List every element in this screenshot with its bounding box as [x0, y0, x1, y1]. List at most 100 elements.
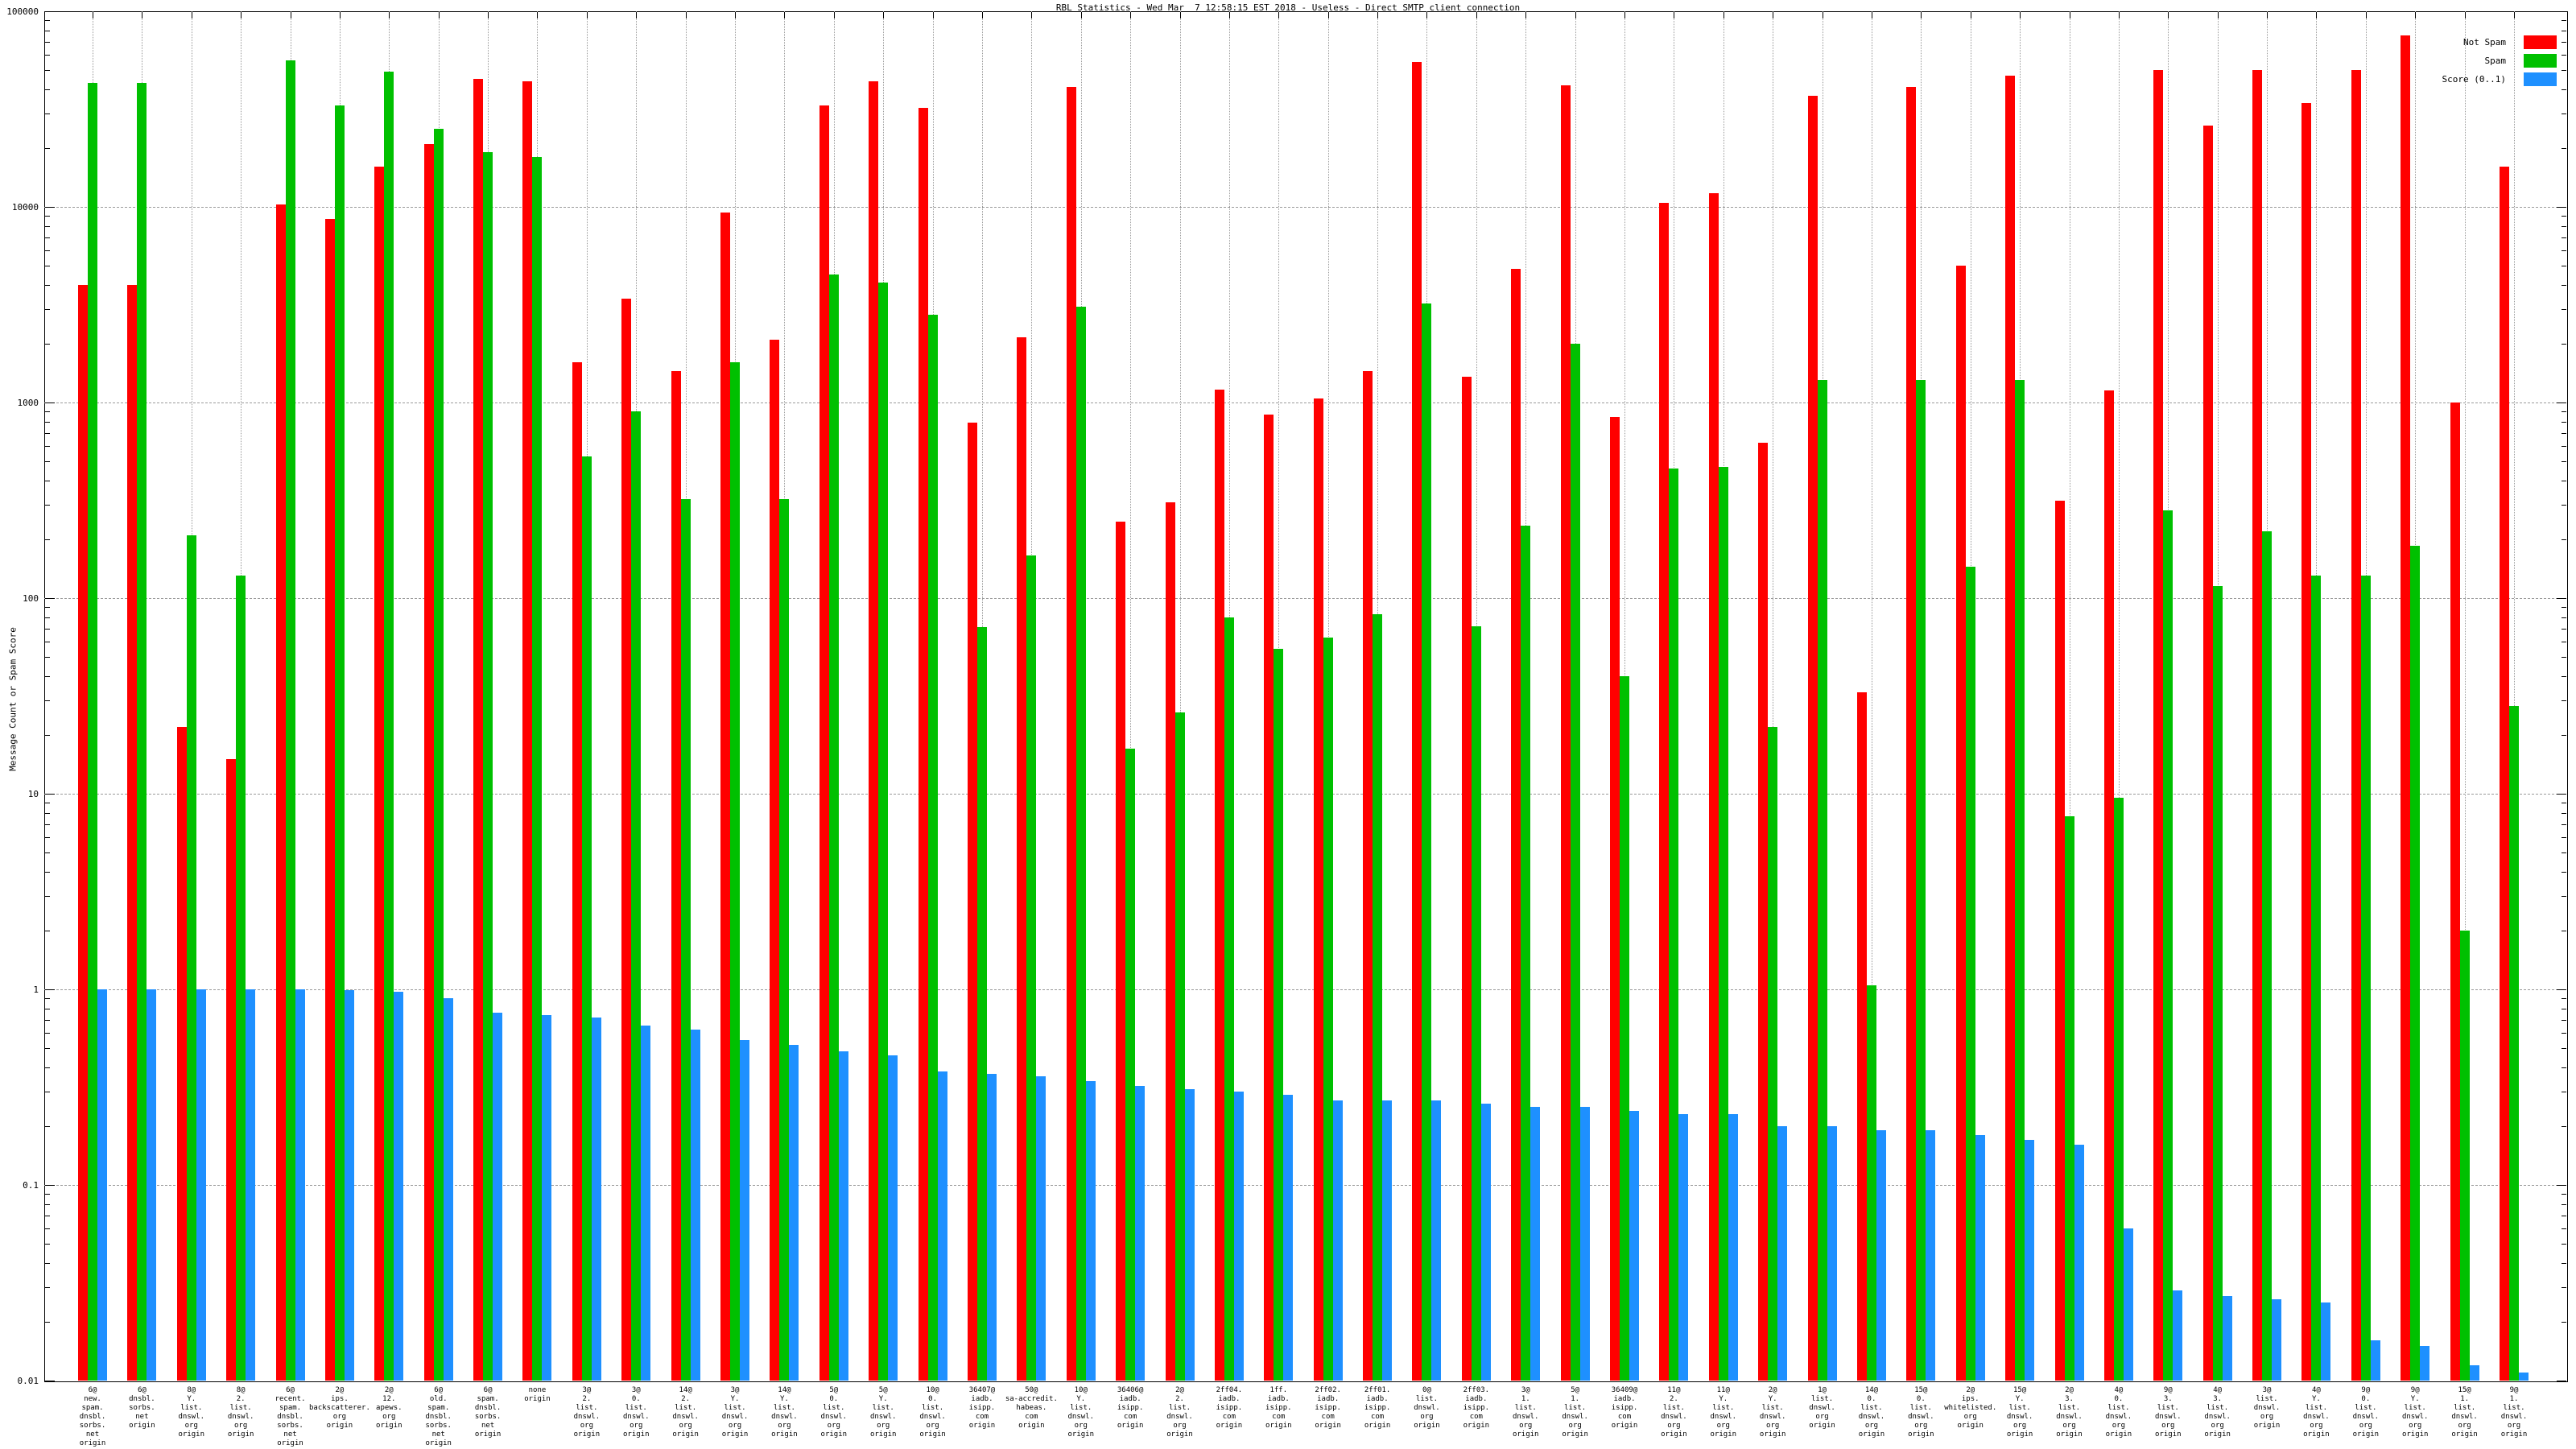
x-top-tick — [2514, 12, 2515, 19]
bar-spam — [483, 152, 493, 1381]
bar-not-spam — [2103, 390, 2114, 1381]
y-minor-tick — [2562, 20, 2566, 22]
x-top-tick — [2118, 12, 2120, 19]
y-tick-label: 10 — [27, 789, 39, 799]
bar-score — [1135, 1086, 1146, 1381]
y-minor-tick — [2562, 607, 2566, 609]
bar-spam — [2212, 586, 2223, 1381]
x-top-tick — [2267, 12, 2268, 19]
bar-score — [1480, 1104, 1491, 1381]
bar-not-spam — [176, 726, 187, 1381]
y-minor-tick — [2562, 657, 2566, 658]
y-minor-tick — [2562, 824, 2566, 825]
y-minor-tick — [2562, 309, 2566, 311]
bar-spam — [1570, 343, 1580, 1381]
bar-score — [1431, 1100, 1442, 1381]
bar-not-spam — [324, 218, 335, 1381]
bar-spam — [1323, 637, 1333, 1381]
y-minor-tick — [45, 1194, 50, 1195]
y-minor-tick — [2562, 445, 2566, 447]
x-tick-label: 4@ 0. list. dnswl. org origin — [2105, 1386, 2132, 1439]
y-minor-tick — [2562, 734, 2566, 736]
y-major-tick — [2557, 402, 2566, 403]
y-minor-tick — [2562, 1203, 2566, 1205]
bar-score — [838, 1051, 848, 1381]
x-top-tick — [1130, 12, 1132, 19]
x-top-tick — [2168, 12, 2169, 19]
y-minor-tick — [45, 1262, 50, 1264]
bar-spam — [433, 129, 444, 1381]
x-tick-label: 36409@ iadb. isipp. com origin — [1611, 1386, 1638, 1430]
y-tick-label: 100 — [23, 593, 39, 604]
y-minor-tick — [2562, 812, 2566, 814]
bar-not-spam — [1807, 95, 1818, 1381]
bar-not-spam — [572, 362, 582, 1381]
x-tick-label: 5@ 1. list. dnswl. org origin — [1562, 1386, 1588, 1439]
y-minor-tick — [2562, 1048, 2566, 1050]
bar-spam — [1620, 675, 1630, 1381]
x-top-tick — [1327, 12, 1329, 19]
x-gridline — [1179, 11, 1181, 1381]
y-minor-tick — [45, 445, 50, 447]
bar-spam — [1768, 726, 1778, 1381]
bar-not-spam — [2301, 102, 2312, 1381]
x-tick-label: 6@ new. spam. dnsbl. sorbs. net origin — [79, 1386, 106, 1447]
bar-not-spam — [869, 80, 879, 1381]
x-tick-label: 9@ 0. list. dnswl. org origin — [2352, 1386, 2380, 1439]
x-top-tick — [2217, 12, 2219, 19]
legend-label-not-spam: Not Spam — [2463, 37, 2506, 47]
x-tick-label: 9@ 1. list. dnswl. org origin — [2500, 1386, 2528, 1439]
bar-spam — [285, 60, 295, 1381]
bar-score — [246, 989, 256, 1381]
x-tick-label: 2ff01. iadb. isipp. com origin — [1364, 1386, 1391, 1430]
y-tick-label: 0.01 — [17, 1376, 39, 1386]
bar-not-spam — [374, 167, 385, 1381]
bar-not-spam — [1066, 87, 1076, 1381]
bar-spam — [1125, 749, 1136, 1381]
y-minor-tick — [45, 1125, 50, 1127]
bar-spam — [976, 627, 987, 1381]
bar-not-spam — [2153, 70, 2164, 1381]
bar-not-spam — [1313, 398, 1323, 1381]
bar-spam — [2509, 706, 2519, 1381]
bar-spam — [828, 275, 839, 1381]
x-top-tick — [1278, 12, 1280, 19]
y-minor-tick — [2562, 421, 2566, 423]
legend-label-spam: Spam — [2484, 56, 2507, 66]
bar-not-spam — [1511, 269, 1521, 1381]
y-minor-tick — [45, 1032, 50, 1034]
y-minor-tick — [45, 1203, 50, 1205]
bar-spam — [2311, 576, 2322, 1381]
bar-spam — [680, 499, 691, 1381]
y-minor-tick — [45, 1321, 50, 1323]
plot-border — [44, 11, 2568, 1382]
x-tick-label: 4@ 3. list. dnswl. org origin — [2204, 1386, 2231, 1439]
bar-not-spam — [423, 143, 434, 1381]
bar-score — [986, 1073, 997, 1381]
y-minor-tick — [45, 237, 50, 238]
bar-spam — [1075, 306, 1086, 1381]
x-top-tick — [636, 12, 638, 19]
y-minor-tick — [2562, 852, 2566, 854]
x-tick-label: 36407@ iadb. isipp. com origin — [968, 1386, 996, 1430]
bar-spam — [2360, 576, 2371, 1381]
bar-score — [394, 992, 404, 1381]
y-minor-tick — [45, 343, 50, 345]
bar-score — [1876, 1130, 1886, 1381]
x-tick-label: 3@ Y. list. dnswl. org origin — [721, 1386, 749, 1439]
bar-not-spam — [1610, 417, 1620, 1381]
x-tick-label: 14@ 2. list. dnswl. org origin — [672, 1386, 699, 1439]
y-major-tick — [2557, 794, 2566, 795]
bar-spam — [1669, 468, 1679, 1381]
bar-score — [1926, 1130, 1936, 1381]
bar-spam — [88, 83, 97, 1381]
bar-not-spam — [127, 284, 138, 1381]
y-minor-tick — [2562, 1019, 2566, 1021]
y-minor-tick — [45, 461, 50, 463]
bar-not-spam — [1017, 337, 1027, 1381]
bar-score — [542, 1014, 552, 1381]
bar-not-spam — [1659, 202, 1670, 1381]
bar-spam — [1866, 985, 1876, 1381]
y-minor-tick — [45, 1244, 50, 1245]
